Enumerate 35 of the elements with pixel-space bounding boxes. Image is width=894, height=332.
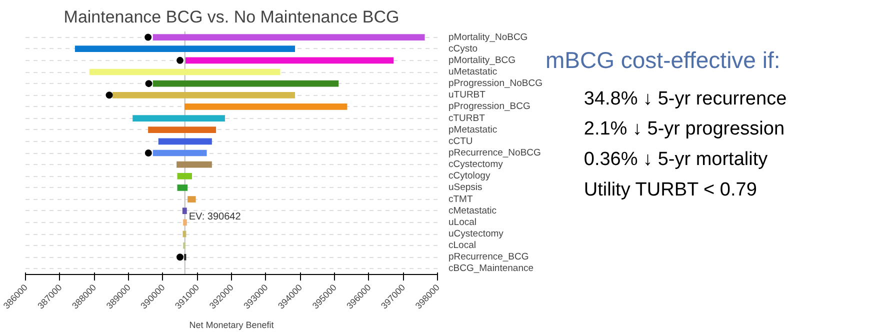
point	[144, 150, 152, 156]
text: 0.36% ↓ 5-yr mortality	[584, 149, 768, 170]
text: 2.1% ↓ 5-yr progression	[584, 118, 785, 140]
point	[145, 80, 152, 88]
chart-title: Maintenance BCG vs. No Maintenance BCG	[64, 8, 400, 26]
x-axis-title: Net Monetary Benefit	[189, 320, 274, 330]
y-tick-label: uSepsis	[448, 182, 483, 194]
y-tick-label: uLocal	[448, 216, 476, 228]
y-tick-label: cLocal	[448, 240, 476, 252]
point	[144, 34, 152, 41]
y-tick-label: cCTU	[448, 136, 473, 147]
ref-line-label: EV: 390642	[188, 212, 242, 222]
y-tick-label: cBCG_Maintenance	[448, 263, 534, 274]
y-tick-label: pMortality_BCG	[448, 54, 516, 66]
point	[106, 92, 113, 99]
text: mBCG cost-effective if:	[546, 46, 780, 73]
y-tick-label: cMetastatic	[448, 205, 497, 216]
y-tick-label: cCytology	[448, 170, 490, 182]
y-tick-label: pRecurrence_BCG	[448, 252, 529, 263]
y-tick-label: pProgression_NoBCG	[448, 78, 542, 90]
y-tick-label: cTURBT	[448, 112, 486, 124]
y-tick-label: pMetastatic	[448, 124, 498, 136]
y-tick-label: cCystectomy	[448, 159, 504, 170]
y-tick-label: uCystectomy	[448, 228, 504, 240]
y-tick-label: pMortality_NoBCG	[448, 32, 528, 43]
y-tick-label: cTMT	[448, 194, 473, 205]
text: 34.8% ↓ 5-yr recurrence	[584, 88, 787, 110]
y-tick-label: pRecurrence_NoBCG	[448, 148, 541, 158]
y-tick-label: uMetastatic	[448, 66, 498, 78]
point	[176, 56, 184, 64]
point	[176, 254, 184, 261]
y-tick-label: pProgression_BCG	[448, 101, 530, 112]
y-tick-label: uTURBT	[448, 90, 486, 101]
text: Utility TURBT < 0.79	[584, 179, 757, 200]
y-tick-label: cCysto	[448, 43, 478, 54]
